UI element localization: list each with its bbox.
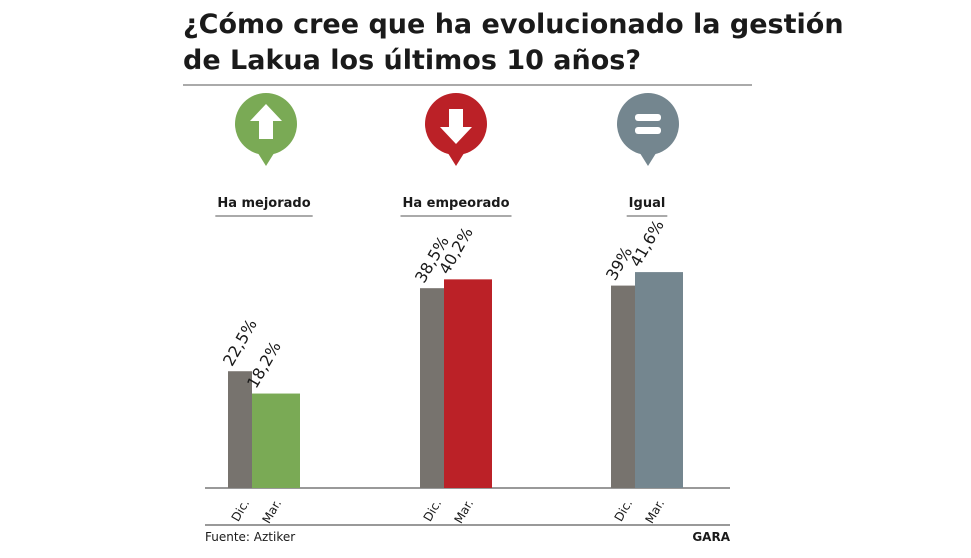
brand: GARA (692, 530, 730, 544)
source: Fuente: Aztiker (205, 530, 295, 544)
x-tick-label: Dic. (421, 497, 445, 524)
bar (252, 393, 300, 488)
bar (635, 272, 683, 488)
category-label: Igual (629, 196, 666, 211)
bar (228, 371, 252, 488)
category-label: Ha empeorado (402, 196, 509, 211)
icon-equal (617, 93, 679, 166)
icon-up (235, 93, 297, 166)
x-tick-label: Dic. (612, 497, 636, 524)
chart-title: ¿Cómo cree que ha evolucionado la gestió… (183, 9, 844, 40)
category-label: Ha mejorado (217, 196, 310, 211)
x-tick-label: Mar. (642, 497, 667, 526)
x-tick-label: Dic. (229, 497, 253, 524)
x-tick-label: Mar. (259, 497, 284, 526)
icon-down (425, 93, 487, 166)
x-tick-label: Mar. (451, 497, 476, 526)
value-label: 18,2% (243, 338, 285, 392)
value-label: 41,6% (626, 217, 668, 271)
chart-title: de Lakua los últimos 10 años? (183, 45, 641, 76)
bar (420, 288, 444, 488)
bar (444, 279, 492, 488)
bar (611, 285, 635, 488)
